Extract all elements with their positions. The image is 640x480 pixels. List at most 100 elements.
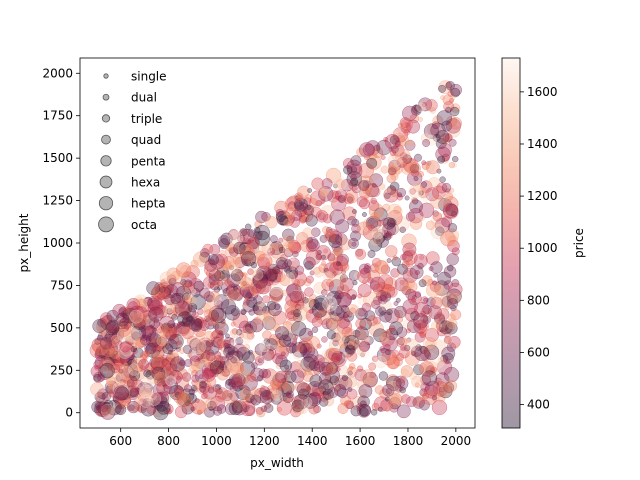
scatter-point — [271, 389, 283, 401]
scatter-point — [450, 87, 461, 98]
scatter-point — [265, 269, 278, 282]
scatter-point — [246, 236, 260, 250]
colorbar-gradient — [502, 58, 520, 428]
scatter-point — [130, 386, 140, 396]
scatter-point — [256, 311, 270, 324]
scatter-point — [389, 219, 395, 225]
scatter-point — [332, 177, 347, 192]
y-tick-label: 1000 — [42, 236, 73, 250]
scatter-point — [114, 337, 120, 343]
scatter-point — [268, 349, 274, 355]
scatter-point — [358, 341, 370, 353]
scatter-point — [290, 289, 302, 301]
scatter-point — [187, 295, 197, 306]
scatter-point — [320, 198, 326, 204]
scatter-point — [244, 297, 250, 302]
scatter-point — [294, 359, 306, 371]
scatter-point — [446, 253, 459, 266]
scatter-point — [413, 176, 419, 182]
scatter-point — [396, 263, 408, 275]
scatter-point — [341, 265, 347, 271]
scatter-point — [315, 253, 322, 260]
scatter-point — [450, 309, 462, 321]
scatter-point — [344, 399, 354, 410]
x-tick-label: 600 — [109, 434, 132, 448]
scatter-point — [288, 343, 299, 353]
scatter-point — [253, 295, 263, 305]
scatter-point — [281, 289, 288, 297]
scatter-point — [431, 320, 442, 332]
scatter-point — [230, 328, 240, 338]
scatter-point — [436, 168, 442, 174]
scatter-point — [174, 405, 188, 419]
scatter-point — [389, 135, 400, 145]
scatter-point — [390, 181, 400, 192]
scatter-point — [232, 343, 247, 358]
scatter-point — [385, 188, 391, 194]
scatter-point — [402, 250, 414, 262]
scatter-point — [156, 380, 172, 396]
scatter-point — [368, 362, 377, 371]
scatter-point — [363, 226, 369, 232]
scatter-point — [176, 262, 192, 278]
scatter-point — [393, 375, 409, 391]
scatter-point — [322, 296, 338, 312]
legend: single dual triple quad penta hexa hepta octa — [98, 70, 167, 233]
scatter-point — [188, 317, 203, 332]
scatter-point — [100, 404, 109, 413]
scatter-point — [315, 210, 329, 223]
scatter-point — [198, 382, 210, 394]
scatter-point — [416, 377, 422, 383]
scatter-point — [204, 315, 211, 322]
scatter-point — [340, 179, 354, 192]
scatter-point — [419, 361, 435, 377]
scatter-point — [262, 330, 272, 340]
scatter-point — [432, 395, 437, 401]
scatter-point — [350, 405, 362, 417]
scatter-point — [272, 353, 284, 365]
scatter-point — [337, 387, 348, 399]
scatter-point — [356, 403, 371, 418]
scatter-point — [433, 296, 442, 305]
scatter-point — [335, 366, 341, 372]
y-tick-label: 0 — [65, 406, 73, 420]
scatter-point — [185, 265, 200, 279]
scatter-point — [112, 303, 127, 318]
scatter-point — [372, 316, 381, 325]
scatter-point — [281, 394, 291, 404]
y-tick-label: 750 — [50, 278, 73, 292]
scatter-point — [292, 309, 301, 317]
scatter-point — [346, 196, 354, 203]
scatter-point — [143, 350, 151, 357]
scatter-point — [393, 357, 403, 367]
scatter-point — [334, 356, 341, 363]
scatter-point — [362, 212, 367, 217]
scatter-point — [162, 343, 174, 355]
scatter-point — [333, 248, 342, 257]
scatter-point — [286, 396, 293, 403]
scatter-point — [346, 304, 359, 317]
scatter-point — [443, 280, 453, 290]
scatter-point — [385, 348, 392, 356]
scatter-point — [394, 216, 410, 232]
scatter-point — [303, 354, 319, 370]
scatter-point — [331, 198, 338, 206]
scatter-point — [197, 337, 213, 353]
legend-label: hepta — [131, 197, 166, 211]
scatter-point — [167, 349, 173, 355]
scatter-point — [286, 390, 294, 399]
scatter-point — [256, 265, 272, 281]
scatter-point — [445, 118, 462, 134]
scatter-point — [357, 293, 363, 299]
scatter-point — [450, 210, 458, 218]
scatter-point — [255, 278, 272, 295]
scatter-point — [250, 289, 258, 296]
scatter-point — [352, 280, 358, 286]
scatter-point — [130, 345, 138, 353]
scatter-point — [335, 219, 350, 234]
scatter-point — [414, 397, 424, 407]
scatter-point — [143, 369, 152, 378]
scatter-point — [100, 312, 113, 325]
scatter-point — [112, 381, 129, 397]
scatter-point — [304, 260, 314, 271]
